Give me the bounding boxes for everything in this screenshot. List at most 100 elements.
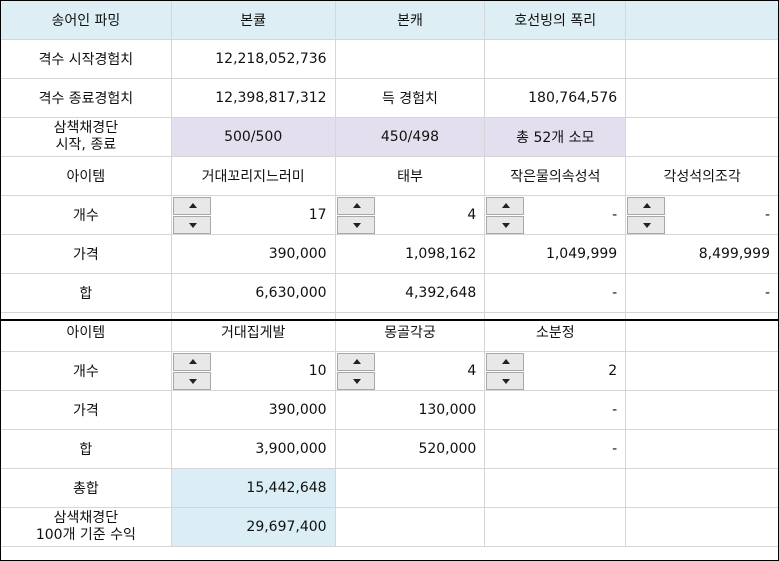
price-row-1: 가격 390,000 1,098,162 1,049,999 8,499,999: [0, 234, 779, 274]
spin-up-button[interactable]: [486, 353, 525, 371]
samsaek-value-2[interactable]: 450/498: [334, 117, 486, 157]
arrow-up-icon: [502, 203, 511, 208]
arrow-down-icon: [352, 223, 361, 228]
gain-exp-value[interactable]: 180,764,576: [484, 78, 627, 118]
end-exp-row: 격수 종료경험치 12,398,817,312 득 경험치 180,764,57…: [0, 78, 779, 118]
spin-up-button[interactable]: [486, 197, 525, 215]
sum-value[interactable]: 3,900,000: [170, 429, 336, 469]
end-exp-label[interactable]: 격수 종료경험치: [0, 78, 172, 118]
count-cell[interactable]: 2: [484, 351, 627, 391]
empty-cell[interactable]: [625, 390, 779, 430]
price-value[interactable]: -: [484, 390, 627, 430]
spin-down-button[interactable]: [172, 216, 211, 234]
header-bonkae[interactable]: 본캐: [334, 0, 486, 40]
arrow-up-icon: [188, 203, 197, 208]
empty-cell[interactable]: [625, 468, 779, 508]
sum-label[interactable]: 합: [0, 429, 172, 469]
item-name[interactable]: 소분정: [484, 312, 627, 352]
count-cell[interactable]: 17: [170, 195, 336, 235]
item-name[interactable]: 각성석의조각: [625, 156, 779, 196]
count-cell[interactable]: -: [484, 195, 627, 235]
samsaek-value-1[interactable]: 500/500: [170, 117, 336, 157]
spin-up-button[interactable]: [336, 353, 375, 371]
count-spinner: [172, 353, 211, 390]
price-label[interactable]: 가격: [0, 234, 172, 274]
price-value[interactable]: 130,000: [334, 390, 486, 430]
empty-cell[interactable]: [484, 468, 627, 508]
total-row: 총합 15,442,648: [0, 468, 779, 508]
empty-cell[interactable]: [484, 39, 627, 79]
count-value: 4: [467, 207, 477, 223]
samsaek-row: 삼책채경단 시작, 종료 500/500 450/498 총 52개 소모: [0, 117, 779, 157]
end-exp-value[interactable]: 12,398,817,312: [170, 78, 336, 118]
empty-cell[interactable]: [334, 507, 486, 547]
price-value[interactable]: 8,499,999: [625, 234, 779, 274]
count-cell[interactable]: -: [625, 195, 779, 235]
sum-value[interactable]: -: [484, 273, 627, 313]
samsaek-label[interactable]: 삼책채경단 시작, 종료: [0, 117, 172, 157]
spin-up-button[interactable]: [172, 197, 211, 215]
price-value[interactable]: 1,098,162: [334, 234, 486, 274]
empty-cell[interactable]: [625, 351, 779, 391]
start-exp-value[interactable]: 12,218,052,736: [170, 39, 336, 79]
header-farming[interactable]: 송어인 파밍: [0, 0, 172, 40]
count-spinner: [486, 197, 525, 234]
samsaek-value-3[interactable]: 총 52개 소모: [484, 117, 627, 157]
item-name[interactable]: 거대집게발: [170, 312, 336, 352]
count-cell[interactable]: 4: [334, 351, 486, 391]
spin-up-button[interactable]: [172, 353, 211, 371]
sum-value[interactable]: 520,000: [334, 429, 486, 469]
total-label[interactable]: 총합: [0, 468, 172, 508]
empty-cell[interactable]: [625, 39, 779, 79]
spin-down-button[interactable]: [486, 216, 525, 234]
price-value[interactable]: 390,000: [170, 390, 336, 430]
start-exp-label[interactable]: 격수 시작경험치: [0, 39, 172, 79]
sum-label[interactable]: 합: [0, 273, 172, 313]
sum-value[interactable]: 4,392,648: [334, 273, 486, 313]
empty-cell[interactable]: [625, 78, 779, 118]
count-label[interactable]: 개수: [0, 351, 172, 391]
item-label[interactable]: 아이템: [0, 156, 172, 196]
empty-cell[interactable]: [625, 117, 779, 157]
sum-value[interactable]: -: [625, 273, 779, 313]
arrow-down-icon: [188, 223, 197, 228]
price-label[interactable]: 가격: [0, 390, 172, 430]
section-divider: [0, 319, 779, 321]
arrow-up-icon: [502, 359, 511, 364]
count-label[interactable]: 개수: [0, 195, 172, 235]
item-name[interactable]: 태부: [334, 156, 486, 196]
empty-cell[interactable]: [625, 429, 779, 469]
header-empty[interactable]: [625, 0, 779, 40]
total-value[interactable]: 15,442,648: [170, 468, 336, 508]
sum-row-2: 합 3,900,000 520,000 -: [0, 429, 779, 469]
empty-cell[interactable]: [334, 39, 486, 79]
item-name[interactable]: 작은물의속성석: [484, 156, 627, 196]
price-value[interactable]: 390,000: [170, 234, 336, 274]
farming-table: 송어인 파밍 본큘 본캐 호선빙의 폭리 격수 시작경험치 12,218,052…: [0, 0, 779, 547]
spin-down-button[interactable]: [336, 372, 375, 390]
item-label[interactable]: 아이템: [0, 312, 172, 352]
spin-down-button[interactable]: [627, 216, 666, 234]
header-bonkyul[interactable]: 본큘: [170, 0, 336, 40]
header-hoseon[interactable]: 호선빙의 폭리: [484, 0, 627, 40]
spin-up-button[interactable]: [627, 197, 666, 215]
empty-cell[interactable]: [334, 468, 486, 508]
start-exp-row: 격수 시작경험치 12,218,052,736: [0, 39, 779, 79]
profit-label[interactable]: 삼색채경단 100개 기준 수익: [0, 507, 172, 547]
samsaek-label-line1: 삼책채경단: [53, 120, 119, 136]
empty-cell[interactable]: [625, 507, 779, 547]
gain-exp-label[interactable]: 득 경험치: [334, 78, 486, 118]
spin-down-button[interactable]: [336, 216, 375, 234]
profit-value[interactable]: 29,697,400: [170, 507, 336, 547]
spin-down-button[interactable]: [172, 372, 211, 390]
empty-cell[interactable]: [484, 507, 627, 547]
count-cell[interactable]: 10: [170, 351, 336, 391]
sum-value[interactable]: 6,630,000: [170, 273, 336, 313]
count-cell[interactable]: 4: [334, 195, 486, 235]
spin-down-button[interactable]: [486, 372, 525, 390]
sum-value[interactable]: -: [484, 429, 627, 469]
price-value[interactable]: 1,049,999: [484, 234, 627, 274]
item-name[interactable]: 거대꼬리지느러미: [170, 156, 336, 196]
spin-up-button[interactable]: [336, 197, 375, 215]
